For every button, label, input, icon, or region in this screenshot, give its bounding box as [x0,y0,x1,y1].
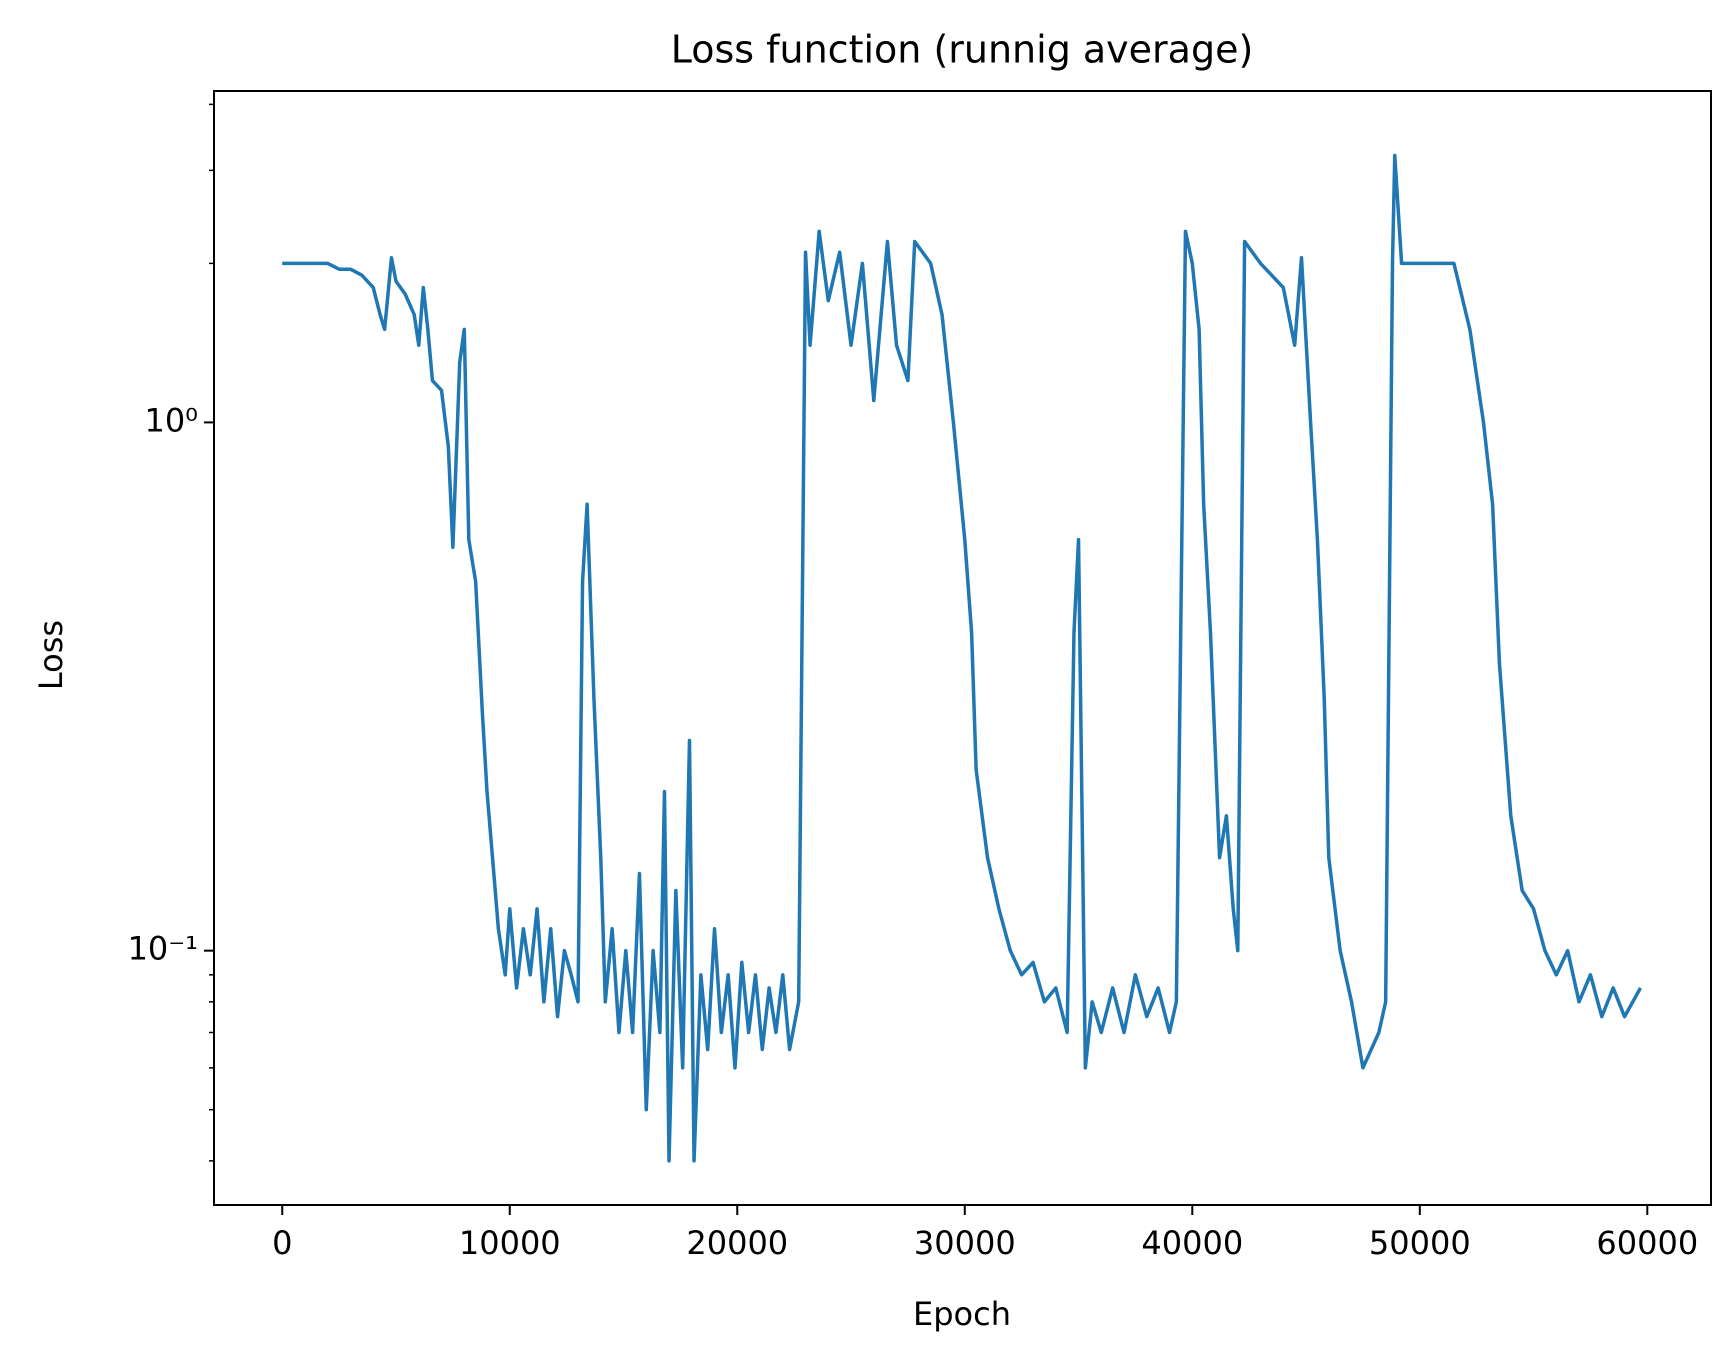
x-tick-label: 30000 [914,1224,1016,1262]
x-tick-label: 60000 [1596,1224,1698,1262]
y-tick-label: 10⁻¹ [128,930,198,968]
loss-line [282,153,1643,1163]
axes-frame [213,90,1712,1206]
x-tick-label: 40000 [1141,1224,1243,1262]
x-tick-label: 10000 [459,1224,561,1262]
x-axis-label: Epoch [913,1295,1011,1333]
x-tick-label: 20000 [686,1224,788,1262]
x-tick-label: 0 [272,1224,292,1262]
y-axis-label: Loss [32,620,70,690]
y-tick-label: 10⁰ [144,401,198,439]
chart-title: Loss function (runnig average) [671,28,1254,72]
x-tick-label: 50000 [1369,1224,1471,1262]
